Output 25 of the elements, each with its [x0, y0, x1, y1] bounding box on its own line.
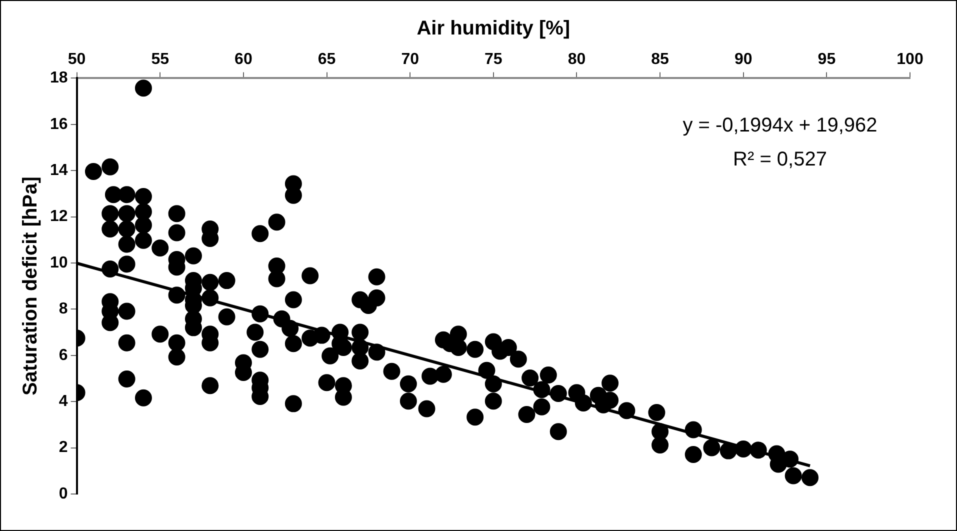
x-tick-label: 85 [651, 51, 670, 68]
y-tick-label: 0 [58, 485, 68, 502]
y-tick-label: 18 [50, 70, 68, 87]
x-tick-label: 90 [734, 51, 752, 68]
x-tick-label: 100 [896, 51, 924, 68]
x-tick-label: 60 [234, 51, 252, 68]
y-tick-label: 6 [58, 346, 68, 364]
x-tick-label: 75 [484, 51, 502, 68]
annotation: y = -0,1994x + 19,962 [682, 114, 878, 137]
y-tick-label: 4 [58, 393, 68, 410]
y-tick-label: 16 [50, 116, 68, 133]
y-tick-label: 8 [58, 300, 68, 318]
annotation: R² = 0,527 [733, 148, 827, 171]
x-tick-label: 65 [318, 51, 336, 68]
y-tick-label: 2 [58, 439, 68, 456]
x-tick-label: 70 [401, 51, 420, 68]
y-axis-title: Saturation deficit [hPa] [20, 176, 42, 396]
y-tick-label: 14 [50, 162, 68, 180]
x-tick-label: 95 [818, 51, 836, 68]
x-tick-label: 80 [568, 51, 586, 68]
x-axis-title: Air humidity [%] [416, 18, 570, 40]
x-tick-label: 50 [68, 51, 86, 68]
y-tick-label: 10 [50, 254, 68, 272]
y-tick-label: 12 [50, 208, 68, 226]
x-tick-label: 55 [151, 51, 170, 68]
